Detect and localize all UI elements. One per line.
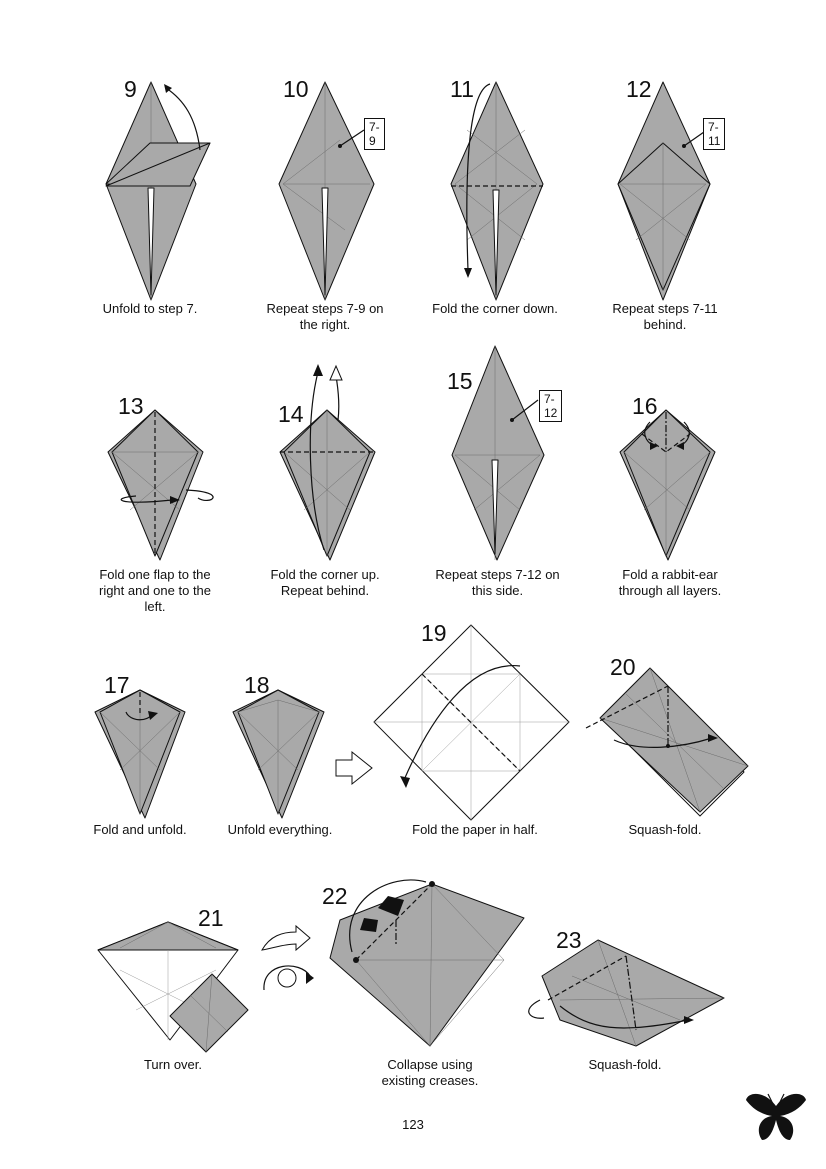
fold-arrow-icon: [403, 665, 521, 781]
step-caption: Repeat steps 7-11 behind.: [612, 301, 718, 332]
fold-arrow-icon: [120, 495, 173, 503]
step-number: 22: [322, 883, 348, 909]
step-17-diagram: [94, 689, 186, 819]
step-number: 20: [610, 654, 636, 680]
step-caption: Fold the paper in half.: [412, 822, 538, 837]
step-number: 19: [421, 620, 447, 646]
butterfly-logo-icon: [746, 1093, 806, 1140]
step-number: 9: [124, 76, 137, 102]
step-number: 14: [278, 401, 304, 427]
step-number: 13: [118, 393, 144, 419]
step-number: 21: [198, 905, 224, 931]
page-number: 123: [402, 1117, 424, 1132]
step-15-diagram: [451, 345, 545, 561]
fold-arrow-icon: [559, 1005, 689, 1029]
push-arrow-icon: [335, 750, 373, 786]
step-reference-box: 7-11: [703, 118, 726, 150]
step-14-diagram: [279, 364, 376, 561]
step-caption: Fold one flap to the right and one to th…: [98, 567, 212, 614]
step-caption: Repeat steps 7-12 on this side.: [435, 567, 560, 598]
step-number: 15: [447, 368, 473, 394]
step-number: 12: [626, 76, 652, 102]
fold-arrow-icon: [165, 87, 201, 151]
fold-arrow-icon: [309, 371, 325, 551]
step-number: 23: [556, 927, 582, 953]
step-caption: Unfold to step 7.: [102, 301, 198, 316]
step-20-diagram: [585, 667, 749, 817]
step-number: 16: [632, 393, 658, 419]
step-caption: Unfold everything.: [227, 822, 333, 837]
step-23-diagram: [528, 939, 725, 1047]
step-caption: Fold the corner down.: [432, 301, 558, 316]
step-caption: Squash-fold.: [588, 1057, 662, 1072]
step-number: 11: [450, 76, 474, 102]
step-number: 10: [283, 76, 309, 102]
step-9-diagram: [105, 81, 211, 301]
step-16-diagram: [619, 409, 716, 561]
step-13-diagram: [107, 409, 214, 561]
push-arrow-icon: [378, 896, 404, 916]
fold-arrow-icon: [613, 737, 713, 748]
step-number: 17: [104, 672, 130, 698]
step-12-diagram: [617, 81, 711, 301]
step-caption: Squash-fold.: [628, 822, 702, 837]
step-19-diagram: [373, 624, 570, 821]
step-10-diagram: [278, 81, 375, 301]
step-caption: Turn over.: [143, 1057, 203, 1072]
step-reference-box: 7-12: [539, 390, 563, 422]
step-caption: Collapse using existing creases.: [381, 1057, 479, 1088]
step-caption: Fold the corner up. Repeat behind.: [270, 567, 380, 598]
step-22-diagram: [329, 879, 525, 1047]
fold-arrow-icon: [349, 879, 427, 953]
step-reference-box: 7-9: [364, 118, 385, 150]
step-caption: Repeat steps 7-9 on the right.: [266, 301, 384, 332]
step-11-diagram: [450, 81, 544, 301]
fold-arrow-icon: [466, 83, 491, 271]
step-21-diagram: [97, 921, 249, 1053]
step-caption: Fold and unfold.: [93, 822, 187, 837]
step-number: 18: [244, 672, 270, 698]
step-caption: Fold a rabbit-ear through all layers.: [618, 567, 722, 598]
step-18-diagram: [232, 689, 373, 819]
turn-over-icon: [261, 924, 314, 991]
